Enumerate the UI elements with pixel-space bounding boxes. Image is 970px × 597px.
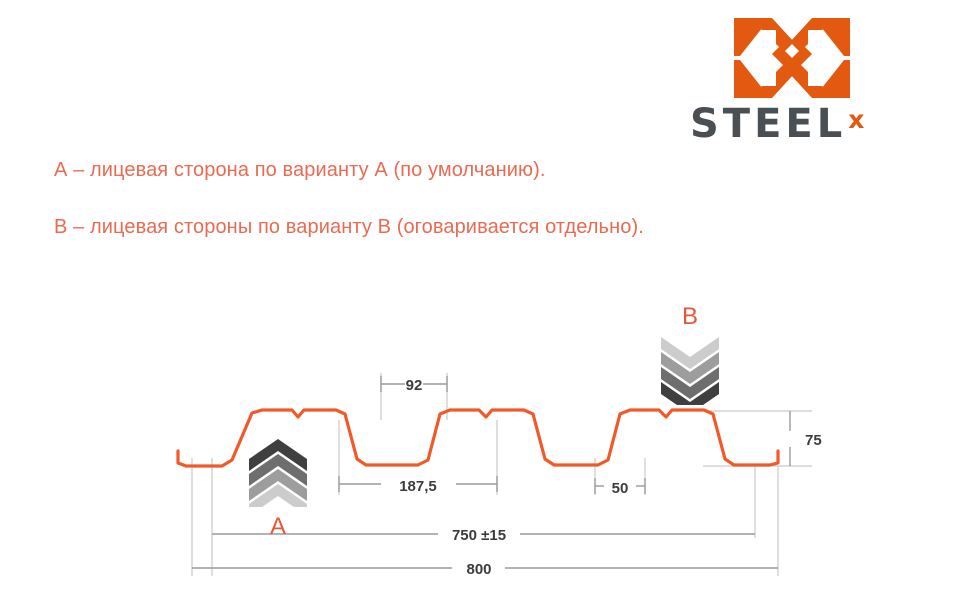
profile-technical-drawing: 92 187,5 50 75 750 ±15 800: [0, 280, 970, 597]
face-marker-a: А: [245, 437, 311, 539]
corrugated-profile-path: [176, 408, 780, 468]
legend-line-variant-a: А – лицевая сторона по варианту А (по ум…: [54, 159, 546, 181]
dimension-label-50: 50: [612, 480, 629, 497]
dimension-labels: 92 187,5 50 75 750 ±15 800: [399, 377, 821, 578]
brand-wordmark: STEEL x: [690, 102, 905, 144]
steelx-x-mark-icon: [732, 16, 852, 100]
wordmark-steel: STEEL: [690, 101, 847, 147]
dimension-label-187-5: 187,5: [399, 478, 437, 495]
marker-a-letter: А: [269, 513, 286, 540]
wordmark-x-superscript: x: [848, 105, 865, 134]
legend-line-variant-b: В – лицевая стороны по варианту В (огова…: [54, 216, 644, 238]
dimension-label-750: 750 ±15: [452, 527, 506, 544]
dimension-label-75: 75: [805, 432, 822, 449]
brand-logo: STEEL x: [690, 16, 905, 144]
dimension-label-800: 800: [466, 561, 491, 578]
chevrons-up-icon: [245, 437, 311, 516]
dimension-label-92: 92: [406, 377, 423, 394]
marker-b-letter: В: [681, 303, 698, 330]
face-marker-b: В: [657, 303, 723, 414]
dimension-lines: [192, 376, 791, 569]
chevrons-down-icon: [657, 335, 723, 414]
